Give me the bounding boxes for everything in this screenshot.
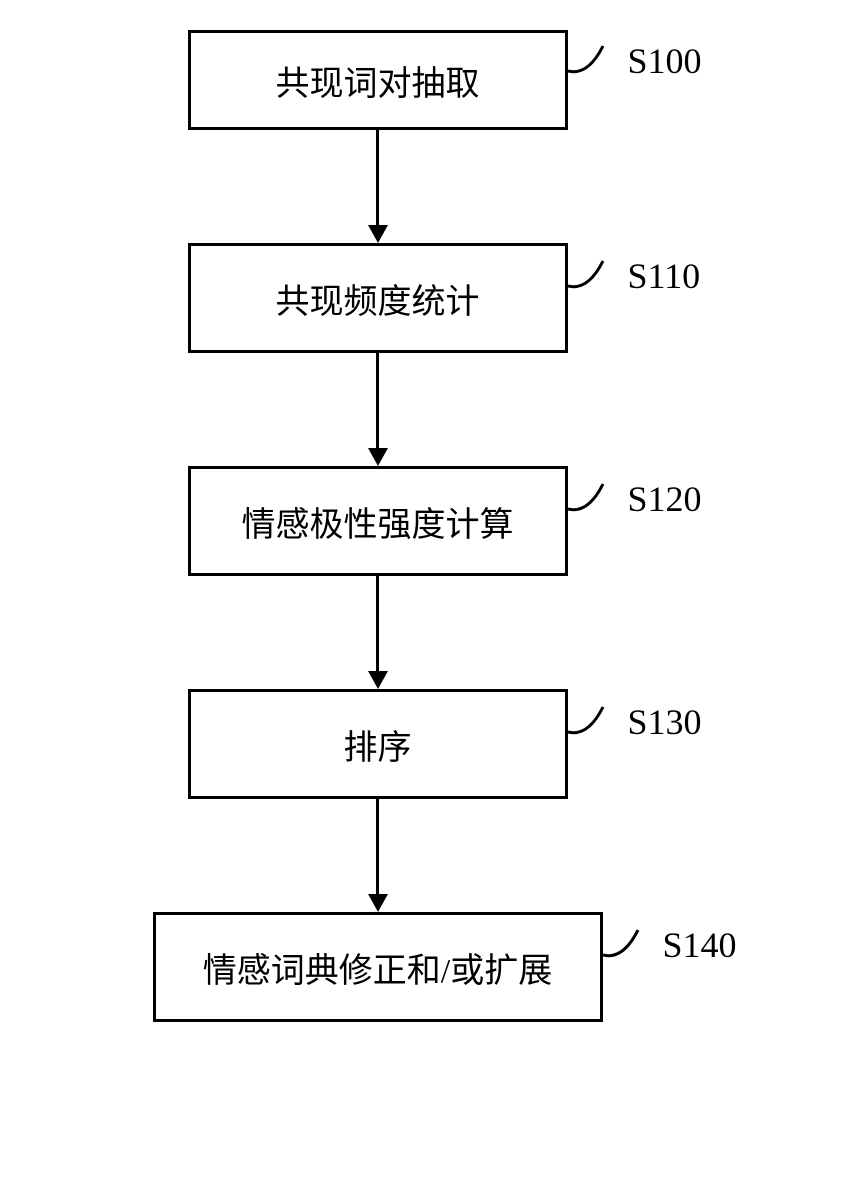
step-box-0: 共现词对抽取 (188, 30, 568, 130)
step-text: 共现频度统计 (276, 274, 480, 323)
connector-curve (568, 479, 628, 519)
step-row: 共现词对抽取 S100 (188, 30, 568, 130)
arrow-line (376, 576, 379, 671)
arrow-line (376, 130, 379, 225)
connector-curve (568, 256, 628, 296)
step-row: 情感极性强度计算 S120 (188, 466, 568, 576)
step-text: 情感极性强度计算 (242, 497, 514, 546)
connector-curve (603, 925, 663, 965)
flowchart-container: 共现词对抽取 S100 共现频度统计 S110 情感极性强度计算 (153, 30, 603, 1022)
step-text: 排序 (344, 720, 412, 769)
connector-curve (568, 702, 628, 742)
step-row: 情感词典修正和/或扩展 S140 (153, 912, 603, 1022)
label-connector: S100 (568, 40, 702, 82)
step-text: 情感词典修正和/或扩展 (203, 943, 552, 992)
arrow (368, 130, 388, 243)
label-connector: S130 (568, 701, 702, 743)
arrow-line (376, 799, 379, 894)
label-connector: S120 (568, 478, 702, 520)
step-box-1: 共现频度统计 (188, 243, 568, 353)
step-row: 排序 S130 (188, 689, 568, 799)
step-box-2: 情感极性强度计算 (188, 466, 568, 576)
arrow-head (368, 894, 388, 912)
step-box-3: 排序 (188, 689, 568, 799)
arrow (368, 353, 388, 466)
arrow (368, 799, 388, 912)
step-text: 共现词对抽取 (276, 56, 480, 105)
arrow-head (368, 225, 388, 243)
label-connector: S140 (603, 924, 737, 966)
step-id-label: S120 (628, 478, 702, 520)
step-id-label: S140 (663, 924, 737, 966)
arrow (368, 576, 388, 689)
step-id-label: S110 (628, 255, 701, 297)
step-id-label: S130 (628, 701, 702, 743)
step-box-4: 情感词典修正和/或扩展 (153, 912, 603, 1022)
arrow-head (368, 448, 388, 466)
arrow-head (368, 671, 388, 689)
arrow-line (376, 353, 379, 448)
label-connector: S110 (568, 255, 701, 297)
step-id-label: S100 (628, 40, 702, 82)
connector-curve (568, 41, 628, 81)
step-row: 共现频度统计 S110 (188, 243, 568, 353)
